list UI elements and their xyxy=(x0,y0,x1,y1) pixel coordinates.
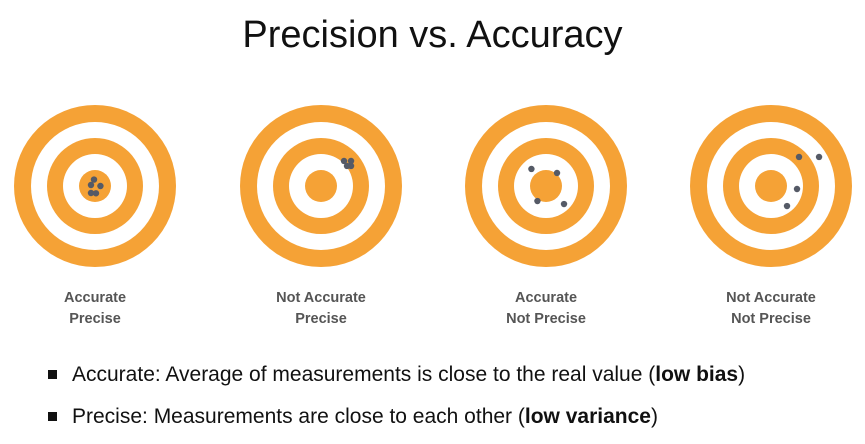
measurement-dot xyxy=(795,153,803,161)
caption-precision: Not Precise xyxy=(731,311,811,327)
target-caption-3: Accurate Not Precise xyxy=(456,288,636,330)
caption-accuracy: Accurate xyxy=(514,290,578,306)
bullet-text: Accurate: Average of measurements is clo… xyxy=(72,363,656,386)
measurement-dot xyxy=(90,176,98,183)
measurement-dot xyxy=(340,157,348,165)
measurement-dot xyxy=(534,197,541,205)
page-title: Precision vs. Accuracy xyxy=(242,14,623,56)
target-center xyxy=(536,176,556,196)
target-caption-4: Not Accurate Not Precise xyxy=(681,288,861,330)
measurement-dot xyxy=(87,189,95,197)
target-4 xyxy=(690,105,852,267)
bullet-precise: Precise: Measurements are close to each … xyxy=(48,402,745,432)
measurement-dot xyxy=(815,153,823,161)
caption-accuracy: Not Accurate xyxy=(276,290,366,306)
bullet-text: Precise: Measurements are close to each … xyxy=(72,405,525,428)
target-center xyxy=(311,176,331,196)
bullet-square-icon xyxy=(48,412,57,421)
bullet-accurate: Accurate: Average of measurements is clo… xyxy=(48,360,745,390)
bullet-square-icon xyxy=(48,370,57,379)
caption-precision: Not Precise xyxy=(506,311,586,327)
definition-list: Accurate: Average of measurements is clo… xyxy=(48,360,745,444)
measurement-dot xyxy=(347,162,355,170)
caption-precision: Precise xyxy=(69,311,121,327)
bullet-emphasis: low bias xyxy=(655,363,739,386)
bullet-end: ) xyxy=(650,405,658,428)
measurement-dot xyxy=(553,169,561,177)
target-caption-2: Not Accurate Precise xyxy=(231,288,411,330)
measurement-dot xyxy=(347,157,355,165)
target-caption-1: Accurate Precise xyxy=(5,288,185,330)
measurement-dot xyxy=(97,182,104,190)
measurement-dot xyxy=(87,181,95,189)
target-3 xyxy=(465,105,627,267)
target-2 xyxy=(240,105,402,267)
caption-accuracy: Not Accurate xyxy=(726,290,816,306)
caption-precision: Precise xyxy=(295,311,347,327)
target-center xyxy=(761,176,781,196)
measurement-dot xyxy=(92,190,100,197)
caption-accuracy: Accurate xyxy=(63,290,127,306)
measurement-dot xyxy=(528,165,535,173)
measurement-dot xyxy=(793,185,801,193)
measurement-dot xyxy=(783,202,791,210)
measurement-dot xyxy=(560,200,568,208)
targets-diagram xyxy=(14,105,852,267)
target-1 xyxy=(14,105,176,267)
bullet-emphasis: low variance xyxy=(524,405,651,428)
bullet-end: ) xyxy=(738,363,746,386)
